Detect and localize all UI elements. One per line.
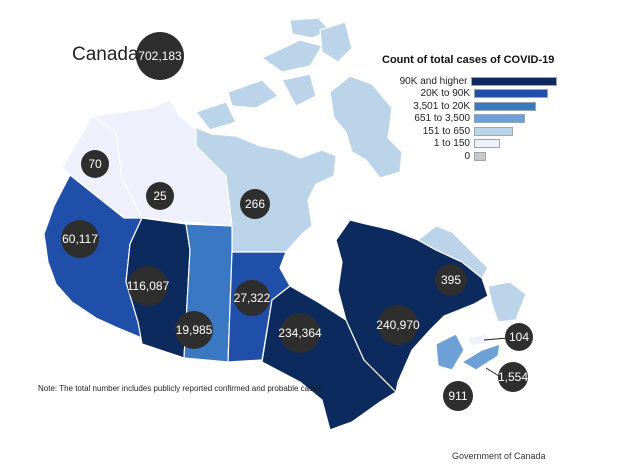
bubble-circle xyxy=(240,189,270,219)
legend-row: 3,501 to 20K xyxy=(382,100,557,113)
legend-label: 3,501 to 20K xyxy=(413,100,470,112)
case-bubble-ns: 1,554 xyxy=(498,362,528,392)
case-count-label: 25 xyxy=(153,189,167,203)
bubble-circle xyxy=(128,266,168,306)
case-count-label: 70 xyxy=(88,157,102,171)
case-count-label: 911 xyxy=(448,389,467,403)
case-bubble-pei: 104 xyxy=(505,323,533,351)
case-bubble-quebec: 240,970 xyxy=(376,305,420,345)
legend-swatch xyxy=(474,101,536,111)
bubble-circle xyxy=(175,311,213,349)
legend-row: 1 to 150 xyxy=(382,138,557,151)
map-region-quebec xyxy=(335,219,489,393)
map-region-nunavut xyxy=(179,115,337,253)
legend: Count of total cases of COVID-19 90K and… xyxy=(382,54,557,163)
bubble-circle xyxy=(280,313,320,353)
legend-row: 151 to 650 xyxy=(382,125,557,138)
case-bubble-nwt: 25 xyxy=(146,182,174,210)
legend-swatch xyxy=(474,151,486,161)
legend-title: Count of total cases of COVID-19 xyxy=(382,54,555,66)
legend-swatch xyxy=(474,139,500,149)
map-region-new-brunswick xyxy=(435,333,465,371)
map-region-nunavut-islands xyxy=(227,79,279,109)
legend-swatch xyxy=(474,114,525,124)
case-bubble-bc: 60,117 xyxy=(61,220,99,258)
bubble-circle xyxy=(81,150,109,178)
legend-label: 1 to 150 xyxy=(433,138,470,150)
pointer-line-ns xyxy=(485,367,500,377)
legend-label: 0 xyxy=(464,150,470,162)
map-region-labrador xyxy=(417,225,489,279)
case-count-label: 234,364 xyxy=(278,326,322,340)
legend-row: 0 xyxy=(382,150,557,163)
case-bubble-alberta: 116,087 xyxy=(127,266,170,306)
case-bubble-nb: 911 xyxy=(443,381,473,411)
country-label: Canada xyxy=(72,44,139,65)
legend-row: 651 to 3,500 xyxy=(382,113,557,126)
map-region-nunavut-islands xyxy=(195,101,237,131)
canada-total-value: 702,183 xyxy=(138,49,182,63)
case-bubbles: 70 25 266 60,117 116,087 19,985 27,322 234,364 2… xyxy=(61,150,533,411)
legend-label: 90K and higher xyxy=(399,75,468,87)
case-bubble-nl: 395 xyxy=(435,264,467,296)
case-count-label: 60,117 xyxy=(62,232,98,246)
bubble-circle xyxy=(505,323,533,351)
legend-swatch xyxy=(471,76,557,86)
bubble-circle xyxy=(61,220,99,258)
map-region-nunavut-islands xyxy=(319,21,353,63)
map-region-newfoundland xyxy=(487,281,527,323)
map-region-baffin-island xyxy=(329,75,403,179)
map-region-nova-scotia xyxy=(461,343,501,371)
case-count-label: 104 xyxy=(509,330,529,344)
bubble-circle xyxy=(146,182,174,210)
legend-row: 20K to 90K xyxy=(382,88,557,101)
bubble-circle xyxy=(443,381,473,411)
case-bubble-nunavut: 266 xyxy=(240,189,270,219)
canada-total-bubble: 702,183 xyxy=(136,32,184,80)
note-text: Note: The total number includes publicly… xyxy=(38,384,324,393)
case-count-label: 116,087 xyxy=(127,279,170,293)
legend-label: 651 to 3,500 xyxy=(414,113,470,125)
bubble-circle xyxy=(498,362,528,392)
case-bubble-manitoba: 27,322 xyxy=(234,280,271,316)
map-region-pei xyxy=(467,333,491,347)
legend-swatch xyxy=(474,126,513,136)
case-count-label: 19,985 xyxy=(176,323,213,337)
legend-label: 20K to 90K xyxy=(420,88,470,100)
source-credit: Government of Canada xyxy=(452,451,546,461)
case-bubble-saskatchewan: 19,985 xyxy=(175,311,213,349)
arctic-islands xyxy=(195,17,403,179)
legend-row: 90K and higher xyxy=(382,75,557,88)
bubble-circle xyxy=(435,264,467,296)
case-count-label: 1,554 xyxy=(498,370,528,384)
legend-rows: 90K and higher 20K to 90K 3,501 to 20K 651 … xyxy=(382,75,557,163)
legend-label: 151 to 650 xyxy=(422,125,470,137)
map-region-nunavut-islands xyxy=(261,39,323,73)
case-bubble-yukon: 70 xyxy=(81,150,109,178)
bubble-circle xyxy=(234,280,270,316)
case-count-label: 240,970 xyxy=(376,318,420,332)
case-count-label: 266 xyxy=(245,197,265,211)
bubble-circle xyxy=(378,305,418,345)
case-bubble-ontario: 234,364 xyxy=(278,313,322,353)
case-count-label: 395 xyxy=(441,273,461,287)
legend-swatch xyxy=(474,89,548,99)
case-count-label: 27,322 xyxy=(234,291,271,305)
map-region-nunavut-islands xyxy=(281,73,317,107)
